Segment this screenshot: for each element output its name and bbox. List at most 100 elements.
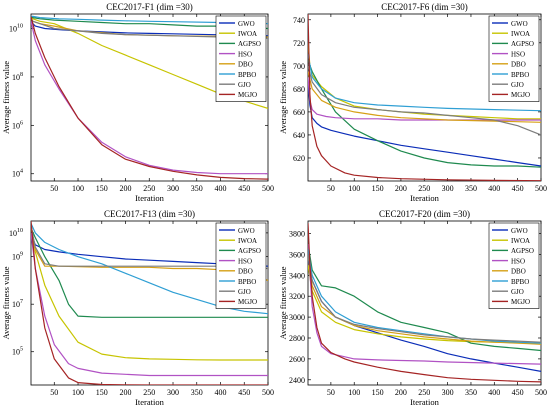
series-line-iwoa: [31, 225, 268, 361]
legend-entry: AGPSO: [511, 40, 534, 48]
x-tick-label: 150: [96, 388, 108, 397]
legend-entry: HSO: [511, 50, 525, 58]
y-tick-label: 680: [293, 85, 305, 94]
series-line-mgjo: [308, 14, 541, 181]
y-tick-label: 740: [293, 16, 305, 25]
y-tick-label: 1010: [9, 24, 23, 34]
x-axis-label: Iteration: [410, 397, 440, 407]
series-group: [308, 14, 541, 181]
series-line-mgjo: [31, 221, 268, 385]
x-axis-label: Iteration: [410, 193, 440, 203]
series-line-hso: [31, 21, 268, 175]
y-tick-label: 2400: [289, 376, 305, 385]
y-tick-label: 720: [293, 39, 305, 48]
y-tick-label: 2800: [289, 334, 305, 343]
legend-entry: MGJO: [238, 298, 257, 306]
y-axis-label: Average fitness value: [278, 266, 288, 339]
series-line-gjo: [308, 65, 541, 136]
series-line-dbo: [308, 254, 541, 345]
legend: GWO IWOA AGPSO HSO DBO BPBO GJO MGJO: [215, 15, 267, 102]
legend-entry: GJO: [511, 81, 524, 89]
x-tick-label: 400: [488, 388, 500, 397]
x-tick-label: 100: [348, 388, 360, 397]
legend-entry: MGJO: [238, 91, 257, 99]
x-tick-label: 200: [120, 388, 132, 397]
legend-entry: GWO: [511, 20, 528, 28]
series-line-bpbo: [308, 54, 541, 112]
x-tick-label: 200: [395, 184, 407, 193]
y-tick-label: 104: [12, 169, 23, 179]
y-tick-label: 108: [12, 72, 23, 82]
x-tick-label: 300: [442, 388, 454, 397]
x-tick-label: 50: [327, 184, 335, 193]
series-group: [31, 15, 268, 180]
x-tick-label: 250: [418, 184, 430, 193]
series-line-hso: [308, 243, 541, 365]
y-tick-label: 660: [293, 108, 305, 117]
chart-title: CEC2017-F1 (dim =30): [106, 2, 193, 12]
legend: GWO IWOA AGPSO HSO DBO BPBO GJO MGJO: [215, 222, 267, 309]
x-tick-label: 350: [191, 388, 203, 397]
y-tick-label: 107: [12, 299, 23, 309]
legend-entry: BPBO: [511, 278, 529, 286]
x-tick-label: 50: [327, 388, 335, 397]
series-line-bpbo: [308, 249, 541, 344]
legend-entry: HSO: [511, 257, 525, 265]
x-tick-label: 500: [535, 388, 547, 397]
series-line-bpbo: [31, 15, 268, 25]
x-tick-label: 450: [238, 388, 250, 397]
x-tick-label: 500: [535, 184, 547, 193]
x-tick-label: 200: [395, 388, 407, 397]
x-tick-label: 150: [372, 388, 384, 397]
legend-entry: AGPSO: [238, 40, 261, 48]
x-tick-label: 400: [488, 184, 500, 193]
chart-title: CEC2017-F13 (dim =30): [104, 209, 195, 219]
x-tick-label: 400: [215, 184, 227, 193]
legend-entry: GJO: [238, 81, 251, 89]
x-axis-label: Iteration: [135, 193, 165, 203]
x-tick-label: 350: [465, 184, 477, 193]
x-tick-label: 500: [262, 184, 274, 193]
series-line-gwo: [308, 83, 541, 167]
y-tick-label: 105: [12, 347, 23, 357]
y-axis-label: Average fitness value: [278, 61, 288, 134]
chart-panel-2: 50 100 150 200 250 300 350 400 450 500 620 640 660 68…: [278, 2, 547, 203]
series-line-mgjo: [31, 16, 268, 180]
legend-entry: BPBO: [238, 71, 256, 79]
legend-entry: GWO: [238, 20, 255, 28]
y-tick-label: 106: [12, 120, 23, 130]
y-axis-label: Average fitness value: [1, 61, 11, 134]
y-tick-label: 640: [293, 131, 305, 140]
x-tick-label: 200: [120, 184, 132, 193]
x-tick-label: 350: [465, 388, 477, 397]
legend-entry: IWOA: [238, 237, 257, 245]
x-tick-label: 100: [72, 184, 84, 193]
x-tick-label: 450: [238, 184, 250, 193]
series-line-gjo: [308, 254, 541, 343]
series-group: [308, 223, 541, 383]
x-tick-label: 100: [72, 388, 84, 397]
x-tick-label: 300: [167, 184, 179, 193]
legend-entry: HSO: [238, 257, 252, 265]
y-tick-label: 109: [12, 252, 23, 262]
y-tick-label: 620: [293, 154, 305, 163]
legend-entry: GJO: [238, 288, 251, 296]
y-tick-label: 3200: [289, 292, 305, 301]
chart-panel-4: 50 100 150 200 250 300 350 400 450 500 2400 2600 280…: [278, 209, 547, 407]
chart-title: CEC2017-F20 (dim =30): [379, 209, 470, 219]
legend-entry: DBO: [238, 268, 253, 276]
legend-entry: AGPSO: [238, 247, 261, 255]
x-tick-label: 50: [50, 184, 58, 193]
series-line-dbo: [308, 71, 541, 123]
chart-panel-1: 50 100 150 200 250 300 350 400 450 500 1010 108 106 1…: [1, 2, 274, 203]
series-line-agpso: [31, 227, 268, 318]
legend-entry: GWO: [238, 227, 255, 235]
x-tick-label: 450: [512, 184, 524, 193]
legend-entry: MGJO: [511, 298, 530, 306]
series-line-gjo: [31, 18, 268, 39]
x-axis-label: Iteration: [135, 397, 165, 407]
legend-entry: AGPSO: [511, 247, 534, 255]
y-tick-label: 2600: [289, 355, 305, 364]
x-tick-label: 50: [50, 388, 58, 397]
